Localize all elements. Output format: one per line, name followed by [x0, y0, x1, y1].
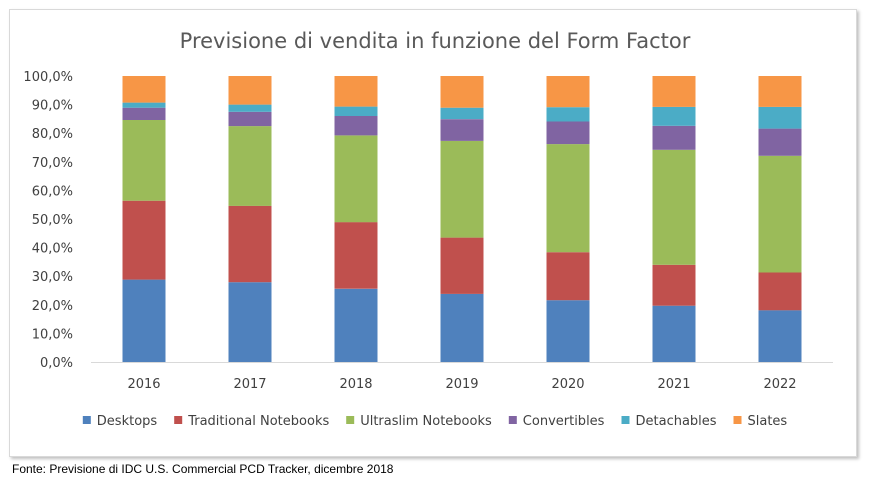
x-tick-label: 2021 [657, 377, 690, 392]
bar-segment [758, 310, 802, 362]
bar-segment [546, 144, 590, 253]
x-tick-label: 2016 [127, 377, 160, 392]
source-note: Fonte: Previsione di IDC U.S. Commercial… [12, 462, 394, 476]
bar-segment [652, 264, 696, 306]
y-tick-label: 0,0% [40, 356, 73, 371]
bar-segment [122, 120, 166, 201]
bar-segment [652, 76, 696, 107]
legend-item: Slates [733, 414, 788, 429]
legend-item: Ultraslim Notebooks [346, 414, 492, 429]
legend-item: Desktops [82, 414, 158, 429]
bar-segment [652, 125, 696, 150]
bar-segment [334, 288, 378, 362]
legend-label: Ultraslim Notebooks [360, 414, 492, 429]
bar-segment [228, 126, 272, 206]
bar-segment [334, 135, 378, 223]
legend-label: Detachables [636, 414, 717, 429]
bar-segment [546, 300, 590, 362]
bar-segment [334, 106, 378, 116]
legend-item: Detachables [621, 414, 717, 429]
x-tick-label: 2020 [551, 377, 584, 392]
bar-segment [122, 279, 166, 362]
bar-segment [122, 76, 166, 103]
legend-swatch [174, 416, 183, 424]
bar-segment [440, 140, 484, 238]
bar-segment [758, 106, 802, 129]
bar-segment [334, 76, 378, 107]
legend-label: Desktops [97, 414, 158, 429]
axis-layer: 0,0% 10,0% 20,0% 30,0% 40,0% 50,0% 60,0% 70,0% 8… [23, 70, 833, 392]
bar-segment [228, 111, 272, 127]
bar-segment [228, 104, 272, 112]
stacked-bar-chart: Previsione di vendita in funzione del Fo… [23, 29, 833, 429]
y-tick-label: 30,0% [32, 270, 73, 285]
chart-title: Previsione di vendita in funzione del Fo… [180, 29, 691, 53]
y-tick-label: 80,0% [32, 127, 73, 142]
legend-swatch [621, 416, 630, 424]
bar-segment [652, 149, 696, 265]
bar-segment [440, 76, 484, 108]
y-tick-label: 40,0% [32, 242, 73, 257]
y-tick-label: 20,0% [32, 299, 73, 314]
y-tick-label: 10,0% [32, 327, 73, 342]
bar-segment [758, 76, 802, 107]
legend-item: Convertibles [508, 414, 605, 429]
legend: Desktops Traditional Notebooks Ultraslim N… [82, 414, 788, 429]
legend-label: Convertibles [523, 414, 605, 429]
bar-segment [122, 102, 166, 108]
x-tick-label: 2022 [763, 377, 796, 392]
legend-swatch [733, 416, 742, 424]
bar-segment [758, 272, 802, 311]
y-tick-label: 50,0% [32, 213, 73, 228]
y-tick-label: 90,0% [32, 99, 73, 114]
bar-segment [122, 200, 166, 280]
bar-segment [440, 237, 484, 294]
legend-label: Traditional Notebooks [187, 414, 329, 429]
bar-segment [546, 252, 590, 301]
legend-item: Traditional Notebooks [174, 414, 329, 429]
x-tick-label: 2017 [233, 377, 266, 392]
legend-swatch [508, 416, 517, 424]
bar-segment [440, 107, 484, 120]
bar-segment [546, 76, 590, 108]
x-tick-label: 2019 [445, 377, 478, 392]
legend-swatch [82, 416, 91, 424]
bar-segment [228, 76, 272, 105]
bar-segment [334, 116, 378, 136]
chart-frame: Previsione di vendita in funzione del Fo… [9, 9, 857, 457]
bar-segment [652, 305, 696, 362]
bar-segment [758, 155, 802, 273]
bars-layer [122, 76, 802, 362]
y-tick-label: 100,0% [23, 70, 73, 85]
bar-segment [228, 205, 272, 283]
bar-segment [652, 106, 696, 126]
y-tick-label: 60,0% [32, 184, 73, 199]
bar-segment [440, 119, 484, 141]
bar-segment [546, 107, 590, 122]
y-tick-label: 70,0% [32, 156, 73, 171]
legend-swatch [346, 416, 355, 424]
bar-segment [758, 128, 802, 156]
bar-segment [546, 121, 590, 145]
legend-label: Slates [748, 414, 788, 429]
x-tick-label: 2018 [339, 377, 372, 392]
bar-segment [228, 282, 272, 362]
bar-segment [440, 293, 484, 362]
bar-segment [122, 107, 166, 120]
bar-segment [334, 222, 378, 289]
